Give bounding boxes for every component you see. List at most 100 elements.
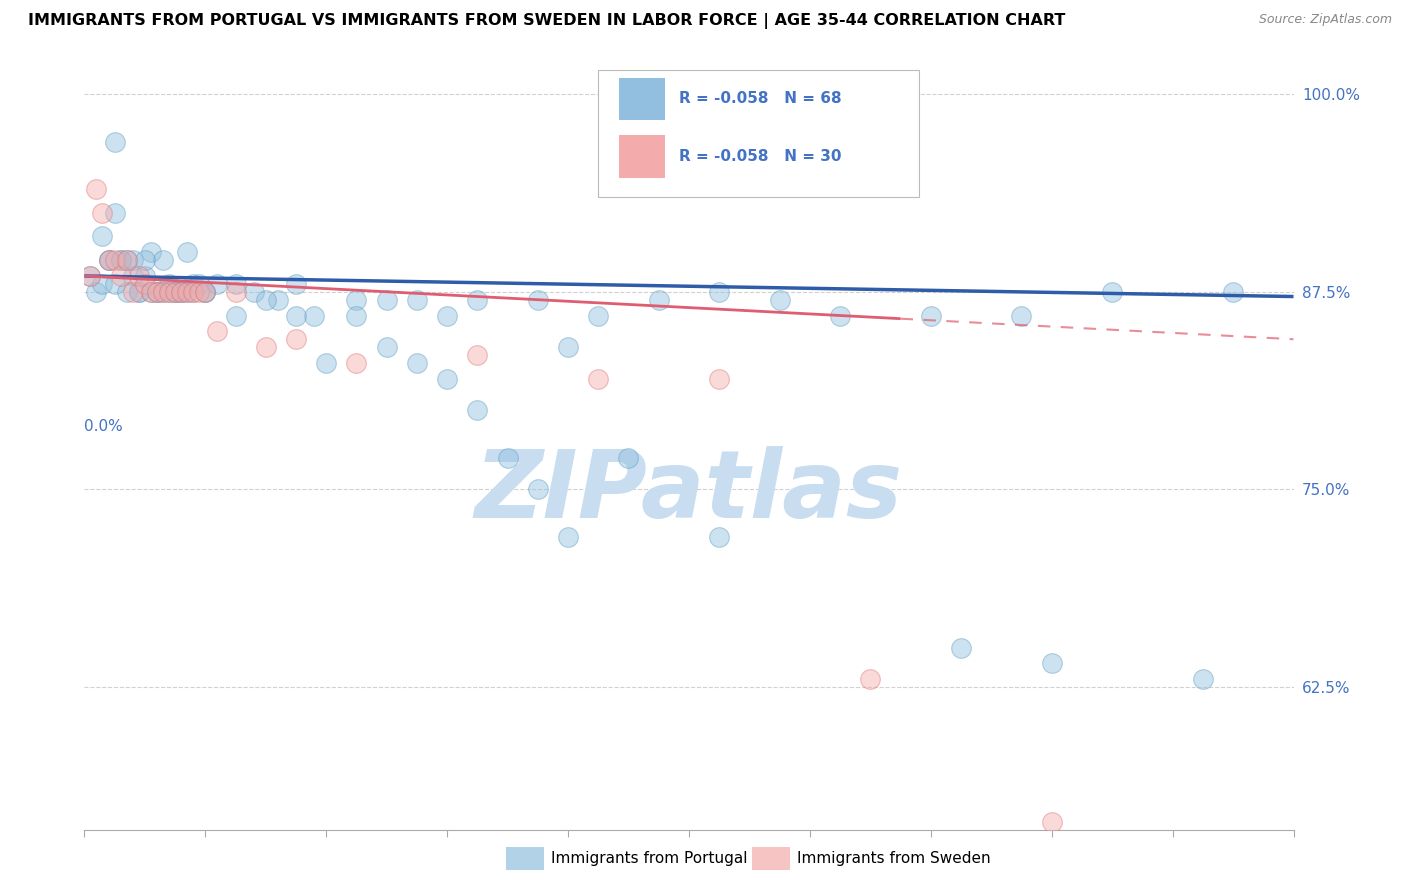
- Point: [110, 253, 132, 268]
- Point: [1101, 285, 1123, 299]
- Text: Immigrants from Portugal: Immigrants from Portugal: [551, 851, 748, 866]
- Point: [194, 285, 217, 299]
- Point: [225, 309, 247, 323]
- Point: [588, 372, 610, 386]
- Point: [1040, 814, 1063, 829]
- Point: [139, 285, 162, 299]
- Point: [285, 309, 308, 323]
- Point: [97, 253, 120, 268]
- Point: [134, 268, 156, 283]
- Point: [709, 285, 731, 299]
- Point: [188, 285, 211, 299]
- Point: [648, 293, 671, 307]
- Point: [436, 309, 458, 323]
- Point: [91, 229, 114, 244]
- Point: [128, 285, 150, 299]
- Point: [242, 285, 264, 299]
- Point: [769, 293, 792, 307]
- Point: [207, 277, 229, 291]
- Point: [152, 253, 174, 268]
- Point: [557, 530, 579, 544]
- Point: [121, 285, 143, 299]
- Point: [128, 268, 150, 283]
- Point: [128, 285, 150, 299]
- Point: [165, 285, 187, 299]
- Point: [134, 253, 156, 268]
- Point: [375, 340, 398, 354]
- Point: [254, 293, 277, 307]
- Point: [176, 245, 198, 260]
- Point: [104, 253, 127, 268]
- Point: [1192, 673, 1215, 687]
- Point: [139, 245, 162, 260]
- Point: [97, 253, 120, 268]
- Point: [285, 277, 308, 291]
- Text: R = -0.058   N = 30: R = -0.058 N = 30: [679, 149, 842, 164]
- Point: [170, 285, 193, 299]
- Point: [302, 309, 325, 323]
- Point: [225, 285, 247, 299]
- Text: 0.0%: 0.0%: [84, 419, 124, 434]
- Point: [617, 450, 640, 465]
- Point: [91, 277, 114, 291]
- Text: Source: ZipAtlas.com: Source: ZipAtlas.com: [1258, 13, 1392, 27]
- Point: [207, 324, 229, 338]
- Point: [557, 340, 579, 354]
- Point: [79, 268, 101, 283]
- Point: [346, 309, 368, 323]
- Point: [194, 285, 217, 299]
- Point: [346, 356, 368, 370]
- Point: [152, 285, 174, 299]
- Point: [181, 277, 204, 291]
- Point: [104, 277, 127, 291]
- Point: [165, 285, 187, 299]
- Point: [110, 268, 132, 283]
- Point: [436, 372, 458, 386]
- Point: [139, 285, 162, 299]
- Point: [152, 285, 174, 299]
- Point: [406, 293, 429, 307]
- Point: [86, 182, 108, 196]
- Point: [496, 450, 519, 465]
- Point: [134, 277, 156, 291]
- Point: [146, 285, 169, 299]
- Point: [170, 285, 193, 299]
- Point: [859, 673, 882, 687]
- Point: [375, 293, 398, 307]
- Point: [110, 253, 132, 268]
- Text: Immigrants from Sweden: Immigrants from Sweden: [797, 851, 991, 866]
- Point: [97, 253, 120, 268]
- Point: [225, 277, 247, 291]
- Point: [121, 253, 143, 268]
- Point: [91, 205, 114, 219]
- Point: [86, 285, 108, 299]
- Point: [104, 135, 127, 149]
- Point: [346, 293, 368, 307]
- Point: [1011, 309, 1033, 323]
- Text: R = -0.058   N = 68: R = -0.058 N = 68: [679, 91, 842, 106]
- Point: [527, 483, 550, 497]
- Point: [176, 285, 198, 299]
- Point: [115, 285, 138, 299]
- Point: [115, 253, 138, 268]
- Point: [467, 293, 489, 307]
- FancyBboxPatch shape: [619, 78, 665, 120]
- Point: [285, 332, 308, 346]
- Text: ZIPatlas: ZIPatlas: [475, 446, 903, 538]
- Point: [950, 640, 973, 655]
- Point: [830, 309, 852, 323]
- Point: [254, 340, 277, 354]
- Point: [709, 372, 731, 386]
- Point: [165, 285, 187, 299]
- Point: [104, 205, 127, 219]
- Point: [157, 285, 180, 299]
- Point: [170, 285, 193, 299]
- Point: [467, 348, 489, 362]
- Point: [1222, 285, 1244, 299]
- FancyBboxPatch shape: [599, 70, 918, 197]
- Point: [157, 285, 180, 299]
- Point: [588, 309, 610, 323]
- Point: [188, 277, 211, 291]
- Point: [176, 285, 198, 299]
- Point: [181, 285, 204, 299]
